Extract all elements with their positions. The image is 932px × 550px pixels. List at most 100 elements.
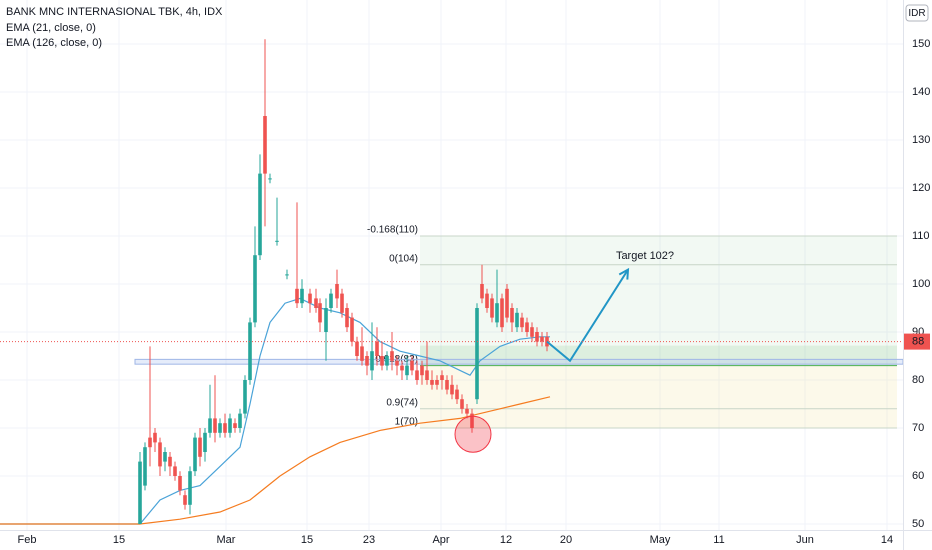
candle-body bbox=[430, 380, 434, 385]
candle-body bbox=[500, 298, 504, 328]
candle-body bbox=[345, 308, 349, 328]
currency: IDR bbox=[908, 8, 925, 19]
candle-body bbox=[385, 356, 389, 366]
x-tick-label: 15 bbox=[301, 534, 313, 546]
y-tick-label: 130 bbox=[912, 134, 930, 146]
candle-body bbox=[425, 370, 429, 381]
target-path bbox=[546, 269, 629, 363]
candle-body bbox=[213, 418, 217, 433]
candle-body bbox=[400, 365, 404, 371]
candle-body bbox=[435, 380, 439, 385]
candle-body bbox=[390, 351, 394, 361]
ema-line bbox=[0, 396, 551, 525]
candle-body bbox=[420, 365, 424, 376]
y-tick-label: 140 bbox=[912, 86, 930, 98]
y-tick-label: 60 bbox=[912, 470, 924, 482]
candle-body bbox=[295, 288, 299, 304]
candle-body bbox=[285, 274, 289, 276]
candle-body bbox=[410, 360, 414, 371]
currency-box bbox=[905, 4, 929, 22]
candle-body bbox=[480, 284, 484, 299]
candle-body bbox=[455, 389, 459, 400]
x-tick-label: 23 bbox=[363, 534, 375, 546]
candle-body bbox=[238, 413, 242, 429]
candle-body bbox=[360, 346, 364, 361]
candle-body bbox=[173, 466, 177, 477]
y-tick-label: 80 bbox=[912, 374, 924, 386]
candle-body bbox=[218, 423, 222, 433]
candle-body bbox=[340, 293, 344, 313]
candle-body bbox=[258, 173, 262, 256]
candle-body bbox=[324, 308, 328, 333]
x-tick-label: Mar bbox=[217, 534, 236, 546]
candle-body bbox=[395, 360, 399, 366]
fib-label: 0(104) bbox=[389, 253, 418, 264]
candle-body bbox=[535, 332, 539, 342]
candle-body bbox=[465, 408, 469, 414]
candle-body bbox=[405, 365, 409, 376]
chart-title: BANK MNC INTERNASIONAL TBK, 4h, IDX bbox=[6, 6, 223, 18]
candle-body bbox=[203, 432, 207, 453]
legend-entry: EMA (21, close, 0) bbox=[6, 22, 96, 34]
candle-body bbox=[505, 288, 509, 318]
candle-body bbox=[168, 456, 172, 467]
candle-body bbox=[263, 116, 267, 174]
legend-entry: EMA (126, close, 0) bbox=[6, 37, 102, 49]
fib-zone-upper bbox=[420, 236, 897, 366]
x-tick-label: May bbox=[650, 534, 671, 546]
candle-body bbox=[163, 452, 167, 462]
y-tick-label: 50 bbox=[912, 518, 924, 530]
candle-body bbox=[530, 327, 534, 337]
candle-body bbox=[335, 284, 339, 299]
x-tick-label: 14 bbox=[881, 534, 893, 546]
x-tick-label: 20 bbox=[560, 534, 572, 546]
candle-body bbox=[470, 413, 474, 429]
candle-body bbox=[490, 298, 494, 318]
candle-body bbox=[198, 437, 202, 457]
x-tick-label: 15 bbox=[113, 534, 125, 546]
candle-body bbox=[450, 384, 454, 395]
candle-body bbox=[460, 399, 464, 409]
fib-zone-mid bbox=[420, 345, 897, 366]
y-tick-label: 70 bbox=[912, 422, 924, 434]
candle-body bbox=[138, 461, 142, 525]
candle-body bbox=[178, 476, 182, 491]
candle-body bbox=[415, 370, 419, 381]
candle-body bbox=[300, 288, 304, 304]
fib-label: -0.168(110) bbox=[367, 225, 418, 236]
candle-body bbox=[268, 178, 272, 180]
candle-body bbox=[495, 303, 499, 323]
candle-body bbox=[248, 322, 252, 381]
candle-body bbox=[148, 437, 152, 448]
candle-body bbox=[314, 298, 318, 309]
candle-body bbox=[370, 351, 374, 371]
plot-area: -0.168(110)0(104)0.618(83)0.9(74)1(70)Ta… bbox=[0, 0, 904, 530]
y-tick-label: 110 bbox=[912, 230, 930, 242]
candle-body bbox=[275, 240, 279, 242]
candle-body bbox=[233, 423, 237, 429]
fib-label: 1(70) bbox=[395, 417, 418, 428]
candle-body bbox=[153, 432, 157, 443]
candle-body bbox=[188, 471, 192, 505]
candle-body bbox=[475, 308, 479, 400]
candle-body bbox=[510, 308, 514, 323]
target-arrowhead bbox=[618, 267, 630, 280]
candle-body bbox=[525, 322, 529, 333]
candle-body bbox=[329, 293, 333, 309]
candle-body bbox=[318, 303, 322, 323]
y-tick-label: 120 bbox=[912, 182, 930, 194]
candle-body bbox=[515, 312, 519, 328]
candle-body bbox=[228, 418, 232, 433]
candle-body bbox=[208, 418, 212, 433]
candle-body bbox=[440, 375, 444, 381]
candle-body bbox=[520, 317, 524, 328]
candle-body bbox=[158, 442, 162, 467]
last-price-box bbox=[904, 333, 930, 350]
x-tick-label: 12 bbox=[500, 534, 512, 546]
candle-body bbox=[253, 255, 257, 323]
candle-body bbox=[243, 380, 247, 414]
candle-body bbox=[540, 336, 544, 342]
candle-body bbox=[350, 317, 354, 342]
x-tick-label: Apr bbox=[432, 534, 449, 546]
